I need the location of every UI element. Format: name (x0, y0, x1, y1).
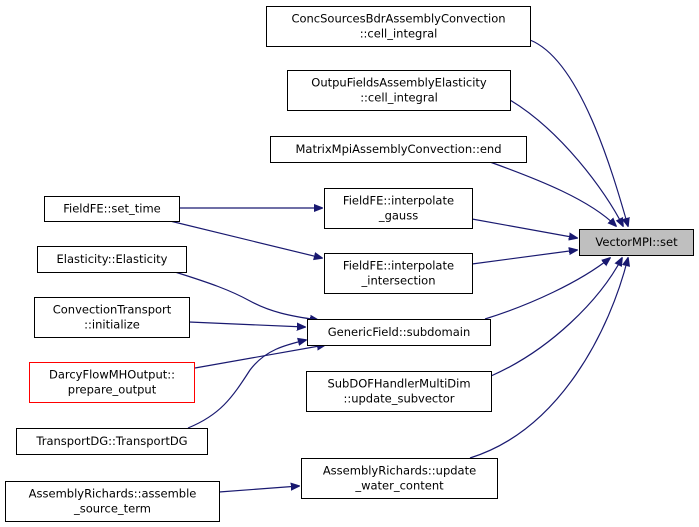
node-label: ::update_subvector (343, 392, 454, 406)
node-label: SubDOFHandlerMultiDim (327, 377, 470, 391)
node-label: FieldFE::set_time (63, 202, 160, 216)
node-box (307, 319, 491, 346)
node-box (287, 70, 511, 111)
node-label: ::initialize (84, 318, 140, 332)
node-label: _source_term (73, 502, 151, 516)
node-label: TransportDG::TransportDG (35, 434, 187, 448)
node-label: FieldFE::interpolate (343, 259, 454, 273)
node-box (16, 428, 208, 455)
node-tdg[interactable]: TransportDG::TransportDG (16, 428, 208, 455)
node-label: AssemblyRichards::assemble (29, 487, 197, 501)
node-matrix[interactable]: MatrixMpiAssemblyConvection::end (270, 136, 527, 163)
node-box (29, 362, 195, 403)
edge-update-to-set (469, 258, 628, 459)
node-box (324, 253, 473, 294)
node-label: _gauss (378, 209, 418, 223)
edge-tdg-to-subdomain (187, 340, 306, 429)
edge-settime-to-inter (169, 220, 322, 258)
node-gauss[interactable]: FieldFE::interpolate_gauss (324, 188, 473, 229)
node-box (301, 458, 498, 499)
edge-subdof-to-set (490, 258, 622, 377)
node-box (37, 246, 187, 273)
node-label: Elasticity::Elasticity (57, 252, 168, 266)
edge-outpu-to-set (509, 99, 623, 226)
edge-elast-to-subdomain (174, 271, 318, 320)
node-conc[interactable]: ConcSourcesBdrAssemblyConvection::cell_i… (266, 6, 531, 47)
node-inter[interactable]: FieldFE::interpolate_intersection (324, 253, 473, 294)
node-label: ::cell_integral (360, 27, 438, 41)
node-label: FieldFE::interpolate (343, 194, 454, 208)
node-elast[interactable]: Elasticity::Elasticity (37, 246, 187, 273)
node-update[interactable]: AssemblyRichards::update_water_content (301, 458, 498, 499)
node-box (579, 229, 694, 256)
node-box (266, 6, 531, 47)
node-label: ConvectionTransport (53, 303, 172, 317)
edge-inter-to-set (471, 250, 577, 265)
node-box (5, 481, 220, 522)
edge-conc-to-set (529, 39, 628, 226)
node-label: MatrixMpiAssemblyConvection::end (295, 142, 501, 156)
node-label: ConcSourcesBdrAssemblyConvection (291, 12, 505, 26)
edge-conv-to-subdomain (188, 321, 305, 327)
node-label: VectorMPI::set (595, 235, 678, 249)
node-box (306, 371, 492, 412)
edge-gauss-to-set (471, 218, 577, 238)
node-subdof[interactable]: SubDOFHandlerMultiDim::update_subvector (306, 371, 492, 412)
node-label: ::cell_integral (360, 91, 438, 105)
edge-matrix-to-set (489, 161, 616, 226)
node-conv[interactable]: ConvectionTransport::initialize (34, 297, 190, 338)
node-settime[interactable]: FieldFE::set_time (44, 196, 180, 222)
node-box (34, 297, 190, 338)
node-outpu[interactable]: OutpuFieldsAssemblyElasticity::cell_inte… (287, 70, 511, 111)
edge-subdomain-to-set (484, 258, 610, 320)
node-box (270, 136, 527, 163)
node-label: OutpuFieldsAssemblyElasticity (311, 76, 487, 90)
edge-assemble-to-update (218, 486, 299, 493)
node-label: _intersection (361, 274, 436, 288)
node-set[interactable]: VectorMPI::set (579, 229, 694, 256)
node-label: DarcyFlowMHOutput:: (49, 368, 175, 382)
node-label: AssemblyRichards::update (323, 464, 476, 478)
node-label: _water_content (354, 479, 444, 493)
node-darcy[interactable]: DarcyFlowMHOutput::prepare_output (29, 362, 195, 403)
node-label: GenericField::subdomain (328, 325, 471, 339)
edge-darcy-to-subdomain (194, 345, 325, 369)
node-label: prepare_output (68, 383, 157, 397)
node-subdomain[interactable]: GenericField::subdomain (307, 319, 491, 346)
node-box (44, 196, 180, 222)
node-box (324, 188, 473, 229)
node-assemble[interactable]: AssemblyRichards::assemble_source_term (5, 481, 220, 522)
